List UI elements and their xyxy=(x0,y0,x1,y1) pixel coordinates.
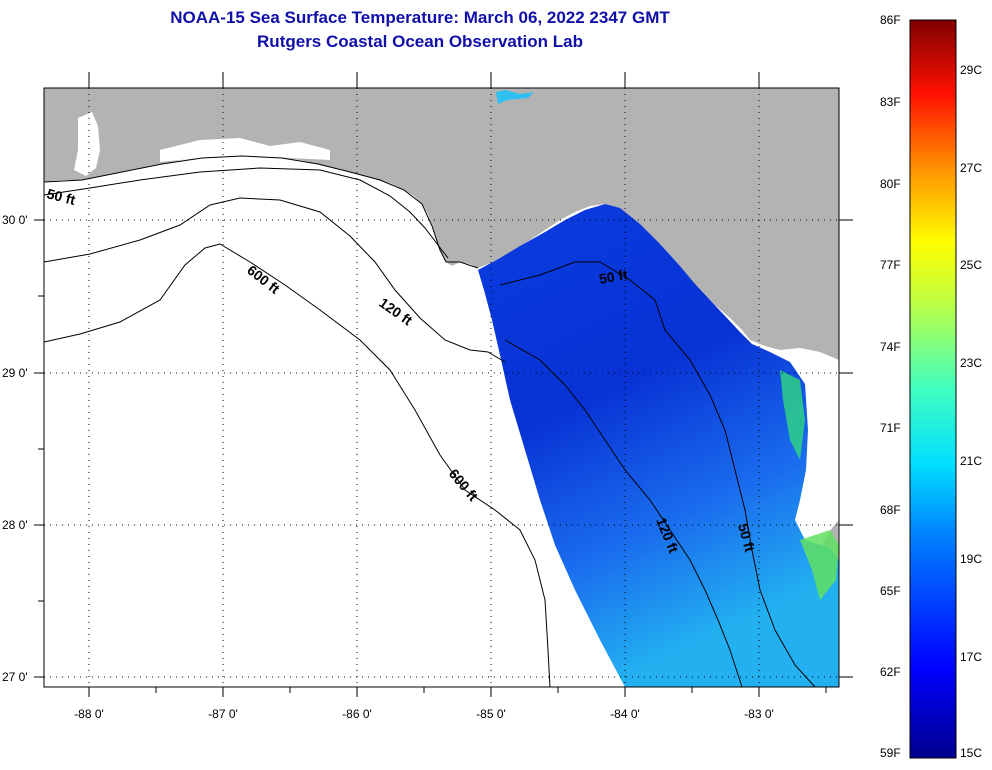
colorbar-f-label: 74F xyxy=(880,340,901,354)
contour-label: 50 ft xyxy=(598,266,629,287)
lat-label: 29 0' xyxy=(2,366,28,380)
lat-label: 30 0' xyxy=(2,213,28,227)
map-subtitle: Rutgers Coastal Ocean Observation Lab xyxy=(257,32,583,51)
colorbar-f-label: 68F xyxy=(880,503,901,517)
colorbar-c-label: 29C xyxy=(960,63,983,77)
map-border xyxy=(43,87,840,688)
lon-label: -88 0' xyxy=(74,707,104,721)
colorbar-f-label: 62F xyxy=(880,665,901,679)
lon-label: -85 0' xyxy=(476,707,506,721)
colorbar-f-label: 65F xyxy=(880,584,901,598)
graticule xyxy=(44,88,839,687)
lon-label: -83 0' xyxy=(744,707,774,721)
contour-120ft-east xyxy=(504,339,743,687)
colorbar-f-label: 86F xyxy=(880,13,901,27)
colorbar-c-label: 25C xyxy=(960,258,983,272)
inland-water-patch xyxy=(496,90,534,104)
contour-50ft-east xyxy=(499,261,816,687)
colorbar-c-label: 15C xyxy=(960,746,983,760)
coastal-bays xyxy=(160,138,330,162)
warm-inlet-water xyxy=(800,530,839,600)
mobile-bay xyxy=(74,112,100,176)
lat-label: 27 0' xyxy=(2,670,28,684)
lat-label: 28 0' xyxy=(2,518,28,532)
lon-label: -87 0' xyxy=(208,707,238,721)
colorbar-c-label: 17C xyxy=(960,650,983,664)
lon-label: -86 0' xyxy=(342,707,372,721)
land-mass xyxy=(44,88,839,670)
colorbar-c-label: 27C xyxy=(960,161,983,175)
temperature-colorbar xyxy=(909,19,957,759)
colorbar-f-label: 80F xyxy=(880,177,901,191)
contour-50ft-west xyxy=(44,167,449,259)
colorbar-f-label: 71F xyxy=(880,421,901,435)
map-title: NOAA-15 Sea Surface Temperature: March 0… xyxy=(170,8,670,27)
colorbar-c-label: 19C xyxy=(960,552,983,566)
axis-ticks xyxy=(34,72,853,697)
coastline xyxy=(44,155,479,269)
contour-120ft xyxy=(44,197,506,363)
colorbar-f-label: 59F xyxy=(880,746,901,760)
colorbar-c-label: 23C xyxy=(960,356,983,370)
contour-label: 50 ft xyxy=(735,522,758,554)
colorbar-f-label: 77F xyxy=(880,258,901,272)
lon-label: -84 0' xyxy=(610,707,640,721)
contour-label: 50 ft xyxy=(45,185,77,208)
colorbar-f-label: 83F xyxy=(880,95,901,109)
colorbar-c-label: 21C xyxy=(960,454,983,468)
warm-coastal-water xyxy=(780,370,805,460)
sst-swath xyxy=(478,204,839,687)
contour-600ft xyxy=(44,243,551,687)
